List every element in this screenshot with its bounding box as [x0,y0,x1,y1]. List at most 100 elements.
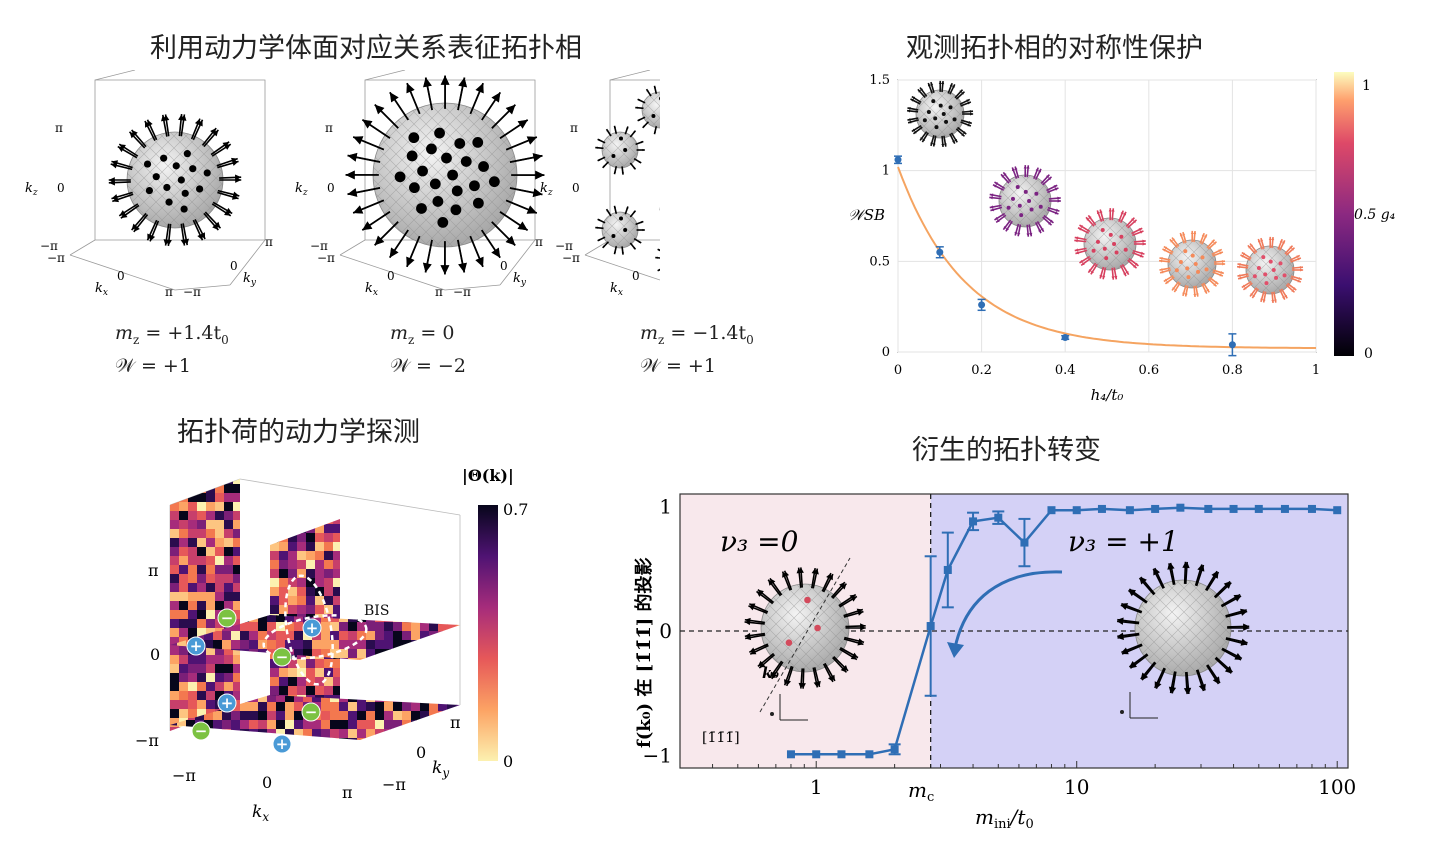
spin-arrowhead [1017,232,1021,237]
heatmap-cell [215,592,225,602]
spin-arrowhead [224,144,231,150]
heatmap-cell [249,702,259,712]
heatmap-cell [215,484,225,494]
spin-arrowhead [1125,271,1129,275]
heatmap-cell [288,569,298,579]
dot [406,150,418,162]
spin-arrowhead [389,92,399,103]
heatmap-cell [456,695,460,703]
spin-arrowhead [943,143,947,147]
heatmap-cell [197,655,207,665]
heatmap-cell [294,702,304,712]
heatmap-cell [188,601,198,611]
spin-arrowhead [1120,210,1124,215]
dot [172,162,180,170]
heatmap-cell [447,702,457,712]
dot [451,185,463,197]
data-point [812,750,821,759]
heatmap-cell [306,533,316,543]
spin-arrowhead [655,256,658,259]
spin-arrowhead [595,226,598,229]
heatmap-cell [197,529,207,539]
heatmap-cell [231,711,241,721]
spin-arrowhead [129,131,136,139]
heatmap-cell [324,519,334,525]
spin-arrowhead [850,654,857,660]
spin-arrowhead [1154,681,1161,688]
heatmap-cell [222,720,232,730]
bottom-left-figure: BIS +−−++ −−+ π 0 −π −π 0 π π 0 −π kx ky … [135,466,528,824]
dot [1271,268,1276,272]
sphere-mesh [1084,218,1136,270]
spin-arrowhead [224,210,231,216]
spin-arrowhead [952,84,955,88]
inset-spin-sphere [989,165,1061,237]
spin-arrowhead [1055,208,1060,212]
spin-arrowhead [1190,230,1194,234]
spin-arrowhead [1129,589,1137,595]
heatmap-cell [204,631,214,641]
heatmap-cell [231,640,241,650]
heatmap-cell [366,711,376,721]
heatmap-cell [206,556,216,566]
data-point [1151,504,1160,513]
heatmap-cell [330,729,340,739]
heatmap-cell [179,592,189,602]
spin-arrowhead [653,131,657,135]
mc-label: mc [908,778,934,805]
heatmap-cell [297,524,307,534]
sphere-mesh [642,92,660,128]
negative-charge [191,721,211,741]
spin-arrowhead [345,170,355,180]
heatmap-cell [339,631,349,641]
spin-arrowhead [197,119,203,127]
left-phase-label: ν₃ =0 [720,525,798,558]
direction-label: [1̄1̄1̄] [702,730,740,746]
spin-arrowhead [1195,293,1199,297]
heatmap-cell [333,686,340,696]
heatmap-cell [170,493,180,503]
heatmap-cell [456,615,460,623]
dot [437,216,449,228]
heatmap-cell [224,574,234,584]
spin-arrowhead [1154,568,1161,575]
heatmap-cell [188,565,198,575]
case-2-mz-symbol: m [390,322,409,344]
dot [416,203,427,214]
left-axis-glyph [770,694,808,721]
dot [1123,247,1128,252]
heatmap-cell [179,709,189,719]
heatmap-cell [312,720,322,730]
heatmap-cell [297,659,307,669]
heatmap-cell [315,533,325,543]
spin-arrowhead [920,137,924,141]
heatmap-cell [249,631,259,641]
inset-spin-sphere [906,80,974,148]
inset-spin-sphere [1236,236,1304,304]
spin-arrowhead [1291,289,1295,293]
heatmap-cell [188,583,198,593]
heatmap-cell [270,686,280,696]
heatmap-cell [213,631,223,641]
heatmap-cell [197,556,207,566]
heatmap-cell [429,615,439,623]
y-axis-label: 𝒲SB [848,206,885,224]
heatmap-cell [456,702,460,712]
spin-arrowhead [1123,272,1126,277]
heatmap-cell [240,711,250,721]
heatmap-cell [411,729,421,739]
dot [1274,275,1279,280]
spin-arrowhead [1088,269,1092,273]
dot [944,119,949,124]
heatmap-cell [206,529,216,539]
spin-arrowhead [1102,275,1106,280]
heatmap-cell [233,682,240,692]
heatmap-cell [279,560,289,570]
heatmap-cell [288,551,298,561]
tick-x-zero: 0 [262,773,272,792]
heatmap-cell [231,738,241,740]
heatmap-cell [315,519,325,525]
heatmap-cell [375,729,385,739]
heatmap-cell [306,569,316,579]
spin-arrowhead [1014,166,1018,171]
